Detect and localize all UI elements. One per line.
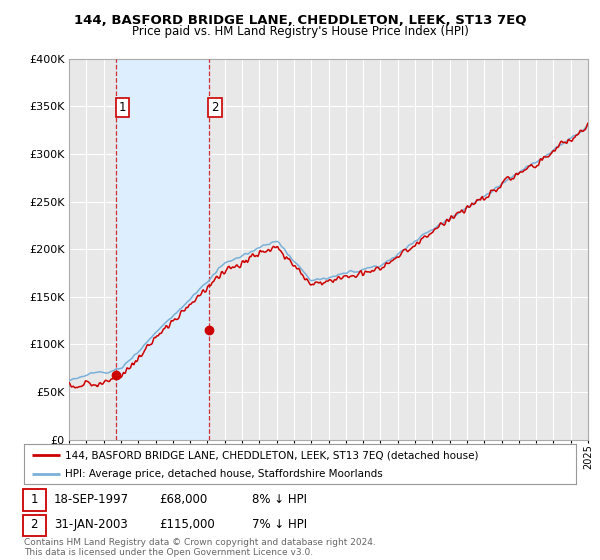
Text: 18-SEP-1997: 18-SEP-1997 (54, 493, 129, 506)
Text: 31-JAN-2003: 31-JAN-2003 (54, 518, 128, 531)
Text: Contains HM Land Registry data © Crown copyright and database right 2024.
This d: Contains HM Land Registry data © Crown c… (24, 538, 376, 557)
Text: 8% ↓ HPI: 8% ↓ HPI (252, 493, 307, 506)
Text: HPI: Average price, detached house, Staffordshire Moorlands: HPI: Average price, detached house, Staf… (65, 469, 383, 479)
Text: 2: 2 (211, 101, 219, 114)
Text: 2: 2 (31, 518, 38, 531)
Text: £115,000: £115,000 (159, 518, 215, 531)
Text: 1: 1 (119, 101, 126, 114)
Text: Price paid vs. HM Land Registry's House Price Index (HPI): Price paid vs. HM Land Registry's House … (131, 25, 469, 38)
Bar (116, 59, 209, 440)
Text: 144, BASFORD BRIDGE LANE, CHEDDLETON, LEEK, ST13 7EQ: 144, BASFORD BRIDGE LANE, CHEDDLETON, LE… (74, 14, 526, 27)
Text: 7% ↓ HPI: 7% ↓ HPI (252, 518, 307, 531)
Text: £68,000: £68,000 (159, 493, 207, 506)
Text: 144, BASFORD BRIDGE LANE, CHEDDLETON, LEEK, ST13 7EQ (detached house): 144, BASFORD BRIDGE LANE, CHEDDLETON, LE… (65, 450, 479, 460)
Text: 1: 1 (31, 493, 38, 506)
